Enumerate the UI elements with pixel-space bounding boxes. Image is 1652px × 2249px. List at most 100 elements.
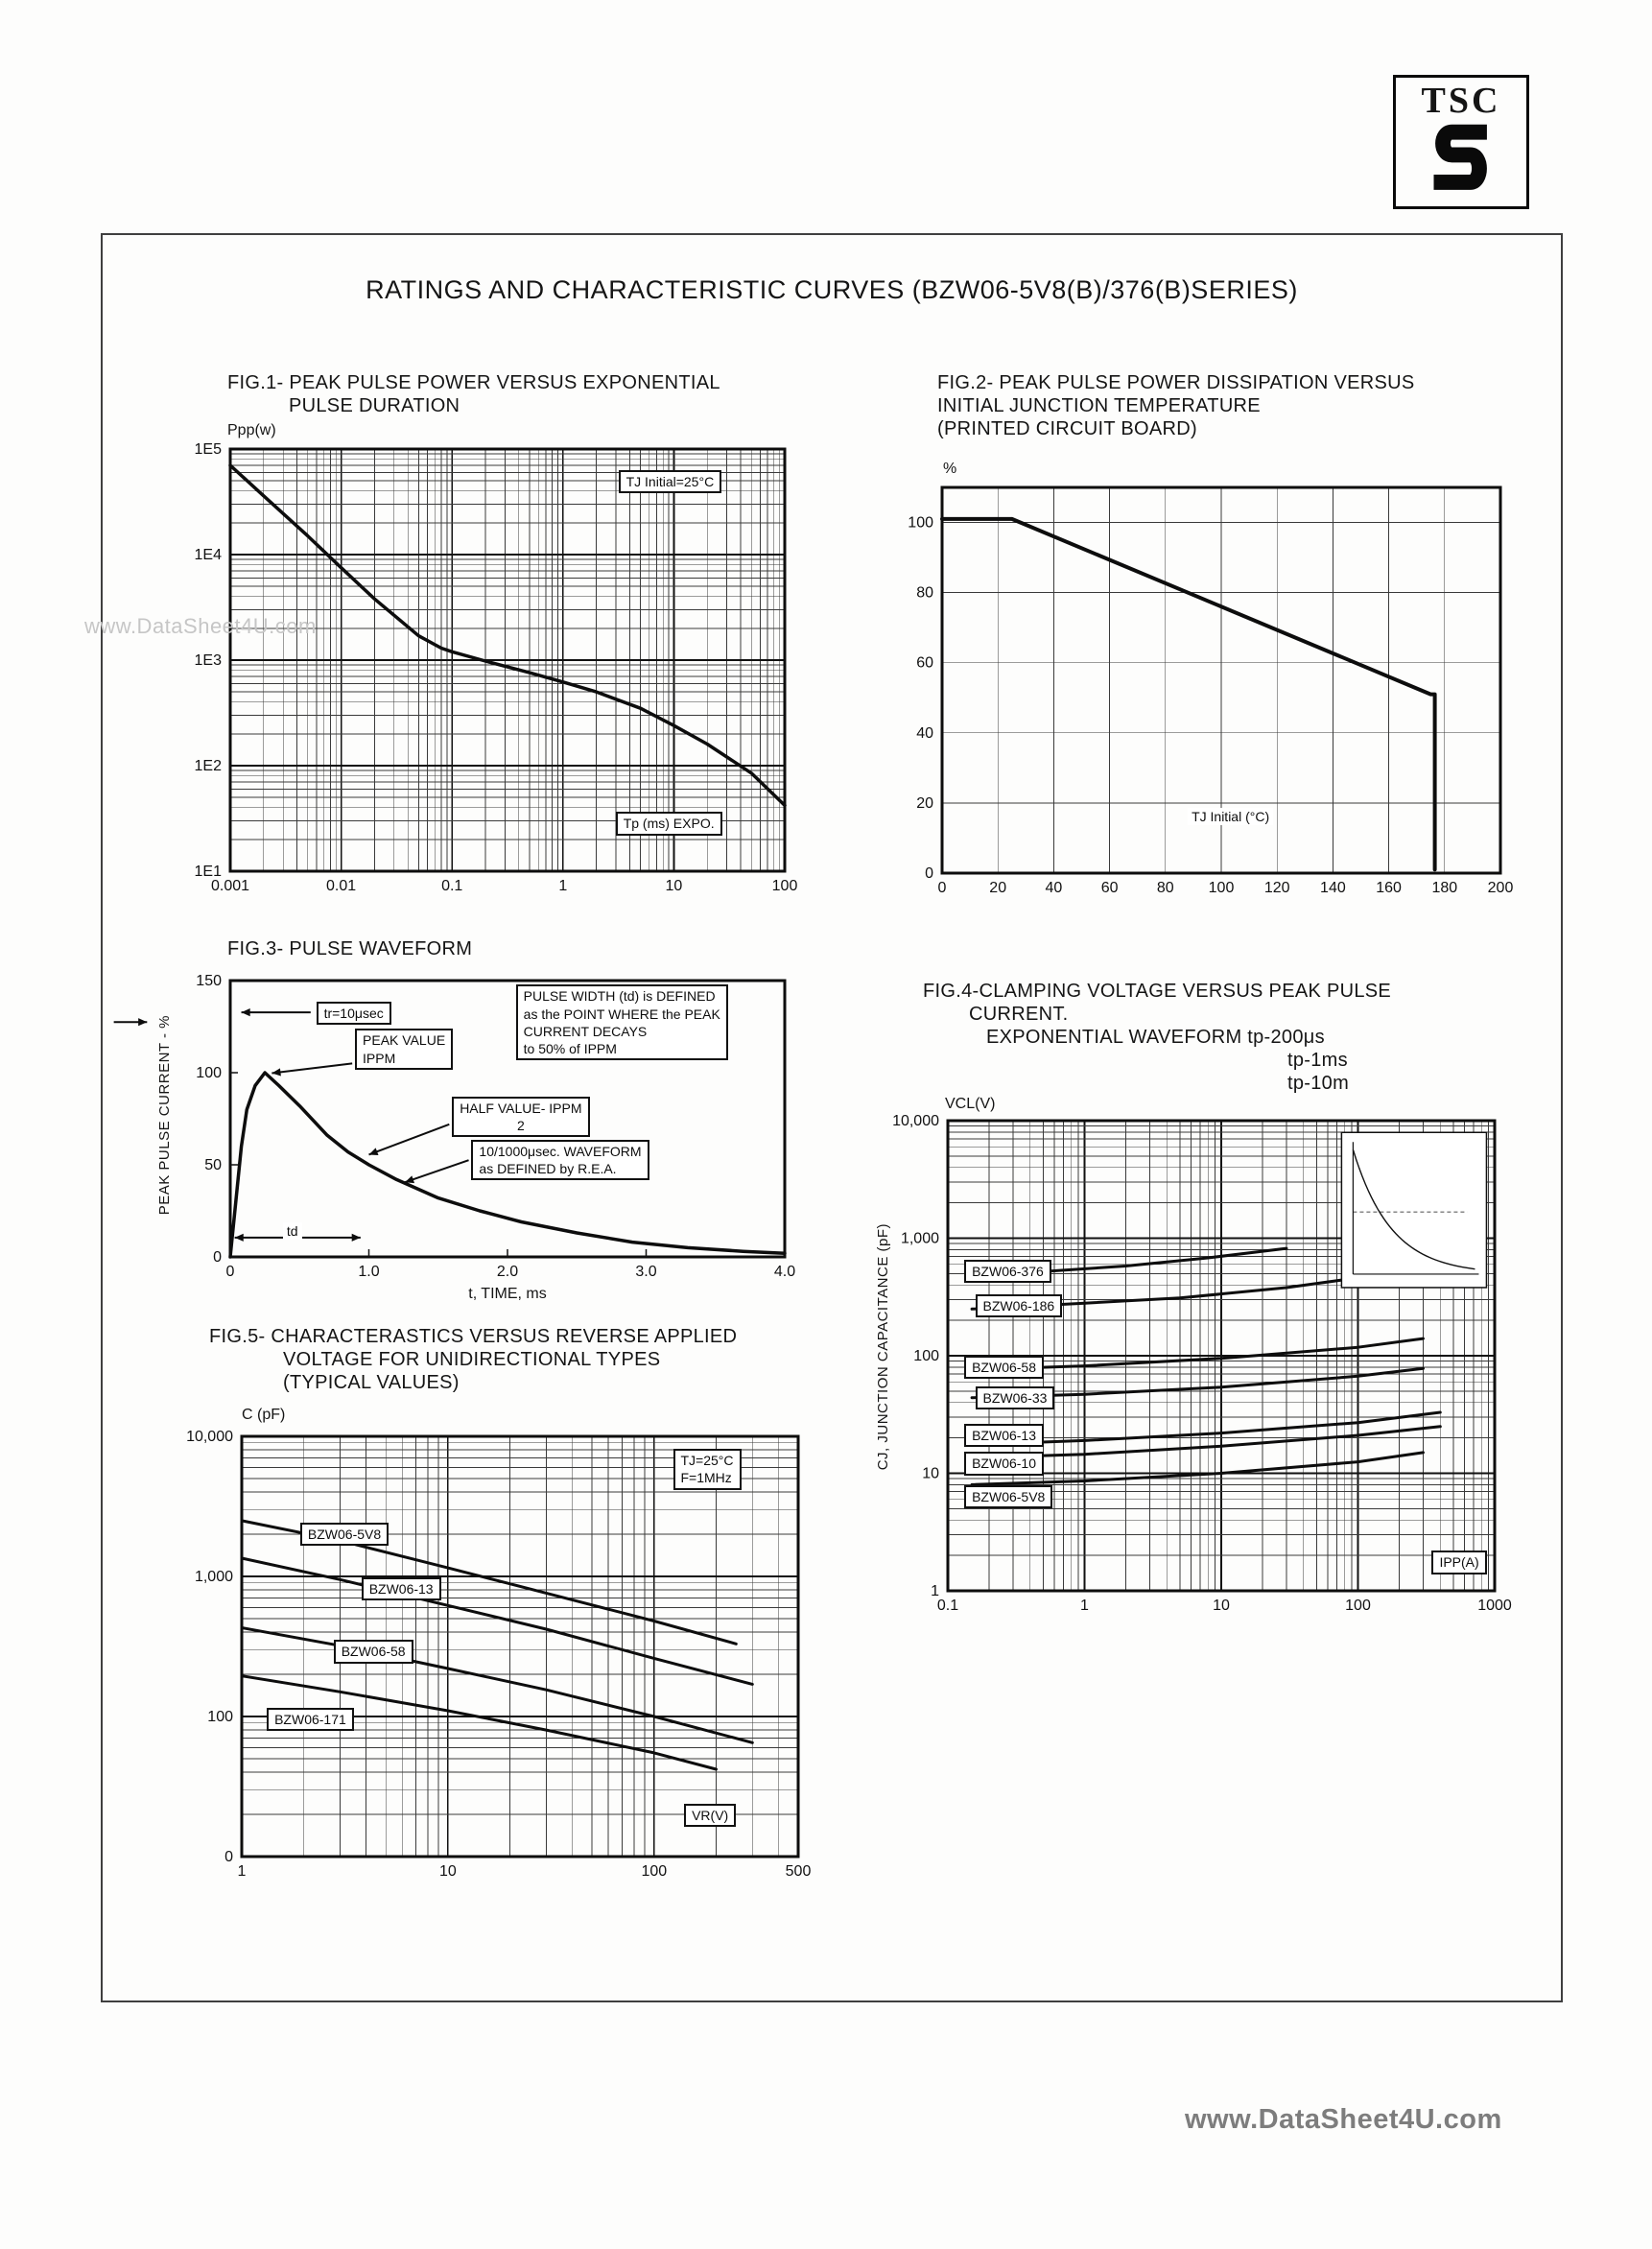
fig4-y-axis-label: CJ, JUNCTION CAPACITANCE (pF)	[875, 1223, 891, 1471]
fig3-tr-note: tr=10μsec	[316, 1001, 391, 1025]
svg-text:500: 500	[786, 1863, 812, 1880]
fig4-label-13: BZW06-13	[964, 1424, 1045, 1448]
svg-text:100: 100	[772, 878, 798, 894]
fig3-title: FIG.3- PULSE WAVEFORM	[227, 938, 473, 959]
fig4-label-186: BZW06-186	[975, 1294, 1063, 1318]
fig5-cond-note: TJ=25°C F=1MHz	[673, 1449, 742, 1490]
svg-text:2.0: 2.0	[497, 1264, 518, 1280]
svg-text:1E5: 1E5	[195, 441, 223, 458]
tsc-logo: TSC	[1393, 75, 1529, 209]
fig5-label-58: BZW06-58	[333, 1640, 413, 1664]
fig1-xunit-note: Tp (ms) EXPO.	[615, 812, 722, 836]
fig4-label-10: BZW06-10	[964, 1452, 1045, 1476]
fig5-label-5v8: BZW06-5V8	[299, 1522, 389, 1546]
fig3-chart: 0 1.0 2.0 3.0 4.0 150 100 50 0 tr=10μsec PEAK VALU…	[113, 973, 795, 1280]
svg-text:40: 40	[916, 725, 933, 742]
svg-text:0: 0	[938, 880, 947, 896]
svg-text:10: 10	[922, 1466, 939, 1482]
svg-text:120: 120	[1264, 880, 1290, 896]
svg-text:200: 200	[1488, 880, 1514, 896]
svg-text:0: 0	[224, 1849, 233, 1865]
content-border	[101, 233, 1563, 2002]
fig5-title-line1: FIG.5- CHARACTERASTICS VERSUS REVERSE AP…	[209, 1326, 738, 1347]
svg-text:1: 1	[558, 878, 567, 894]
fig4-title-line4: tp-1ms	[1287, 1050, 1348, 1071]
fig4-xunit-note: IPP(A)	[1431, 1551, 1487, 1574]
fig4-title-line5: tp-10m	[1287, 1073, 1350, 1094]
svg-text:80: 80	[1157, 880, 1174, 896]
footer-url: www.DataSheet4U.com	[1185, 2104, 1502, 2135]
svg-text:60: 60	[916, 655, 933, 672]
svg-text:10,000: 10,000	[186, 1429, 233, 1445]
fig1-chart: 0.001 0.01 0.1 1 10 100 1E5 1E4 1E3 1E2 1E1 TJ Init…	[195, 441, 798, 894]
fig2-title-line3: (PRINTED CIRCUIT BOARD)	[937, 418, 1197, 439]
svg-text:0: 0	[226, 1264, 235, 1280]
svg-text:10: 10	[1213, 1598, 1230, 1614]
svg-text:100: 100	[196, 1065, 222, 1081]
svg-text:1E4: 1E4	[195, 547, 223, 563]
watermark: www.DataSheet4U.com	[84, 614, 317, 638]
svg-text:100: 100	[908, 515, 933, 532]
fig4-label-58: BZW06-58	[964, 1356, 1045, 1380]
fig5-title-line2: VOLTAGE FOR UNIDIRECTIONAL TYPES	[283, 1349, 661, 1370]
fig4-title-line3: EXPONENTIAL WAVEFORM tp-200μs	[986, 1027, 1325, 1048]
svg-text:10: 10	[439, 1863, 457, 1880]
svg-text:160: 160	[1376, 880, 1402, 896]
svg-text:10: 10	[666, 878, 683, 894]
svg-text:100: 100	[1209, 880, 1235, 896]
svg-text:1,000: 1,000	[901, 1231, 939, 1247]
fig4-y-unit: VCL(V)	[945, 1096, 996, 1112]
fig5-y-unit: C (pF)	[242, 1407, 286, 1423]
fig2-chart: 0 20 40 60 80 100 120 140 160 180 200 100 80 60 40 20 0 T…	[908, 485, 1513, 896]
fig5-chart: 1 10 100 500 10,000 1,000 100 0 BZW06-5V8 BZW06-1…	[186, 1429, 811, 1880]
fig2-title-line1: FIG.2- PEAK PULSE POWER DISSIPATION VERS…	[937, 372, 1415, 393]
fig1-title-line2: PULSE DURATION	[289, 395, 460, 416]
svg-text:100: 100	[913, 1348, 939, 1364]
svg-text:10,000: 10,000	[892, 1113, 939, 1129]
svg-text:40: 40	[1046, 880, 1063, 896]
fig5-xunit-note: VR(V)	[684, 1804, 737, 1828]
fig5-label-13: BZW06-13	[361, 1576, 441, 1600]
svg-text:1E1: 1E1	[195, 864, 223, 880]
fig3-peak-note: PEAK VALUE IPPM	[355, 1029, 454, 1070]
svg-text:0.001: 0.001	[211, 878, 249, 894]
svg-text:0: 0	[925, 865, 933, 882]
svg-text:3.0: 3.0	[635, 1264, 656, 1280]
fig2-title-line2: INITIAL JUNCTION TEMPERATURE	[937, 395, 1261, 416]
page-title: RATINGS AND CHARACTERISTIC CURVES (BZW06…	[366, 275, 1298, 304]
fig2-tj-note: TJ Initial (°C)	[1188, 807, 1274, 825]
svg-text:1E2: 1E2	[195, 758, 223, 774]
svg-text:0.1: 0.1	[937, 1598, 958, 1614]
svg-text:100: 100	[207, 1709, 233, 1725]
tsc-logo-text: TSC	[1421, 81, 1501, 121]
fig1-title-line1: FIG.1- PEAK PULSE POWER VERSUS EXPONENTI…	[227, 372, 720, 393]
svg-text:0.01: 0.01	[326, 878, 356, 894]
svg-text:1,000: 1,000	[195, 1569, 233, 1585]
fig3-half-note: HALF VALUE- IPPM 2	[452, 1096, 590, 1138]
fig4-title-line2: CURRENT.	[969, 1004, 1069, 1025]
svg-text:1.0: 1.0	[358, 1264, 379, 1280]
fig5-label-171: BZW06-171	[267, 1707, 354, 1731]
svg-text:1E3: 1E3	[195, 652, 223, 669]
svg-text:1: 1	[238, 1863, 247, 1880]
svg-text:60: 60	[1101, 880, 1119, 896]
fig3-pulsewidth-note: PULSE WIDTH (td) is DEFINED as the POINT …	[515, 984, 728, 1061]
fig3-x-axis-label: t, TIME, ms	[468, 1286, 547, 1302]
svg-text:0.1: 0.1	[441, 878, 462, 894]
svg-text:1000: 1000	[1477, 1598, 1512, 1614]
svg-text:140: 140	[1320, 880, 1346, 896]
fig4-label-33: BZW06-33	[975, 1385, 1055, 1410]
fig4-chart: 0.1 1 10 100 1000 10,000 1,000 100 10 1 BZW06-376 B…	[892, 1113, 1512, 1614]
fig1-tj-note: TJ Initial=25°C	[618, 470, 722, 494]
svg-text:180: 180	[1431, 880, 1457, 896]
fig4-label-376: BZW06-376	[964, 1259, 1051, 1283]
fig1-y-unit: Ppp(w)	[227, 422, 276, 438]
fig3-y-axis-label: PEAK PULSE CURRENT - %	[156, 1015, 173, 1216]
svg-text:4.0: 4.0	[774, 1264, 795, 1280]
svg-text:20: 20	[916, 795, 933, 812]
fig2-y-unit: %	[943, 461, 957, 477]
fig3-td-note: td	[282, 1222, 302, 1241]
tsc-logo-glyph	[1433, 124, 1487, 190]
svg-text:100: 100	[641, 1863, 667, 1880]
